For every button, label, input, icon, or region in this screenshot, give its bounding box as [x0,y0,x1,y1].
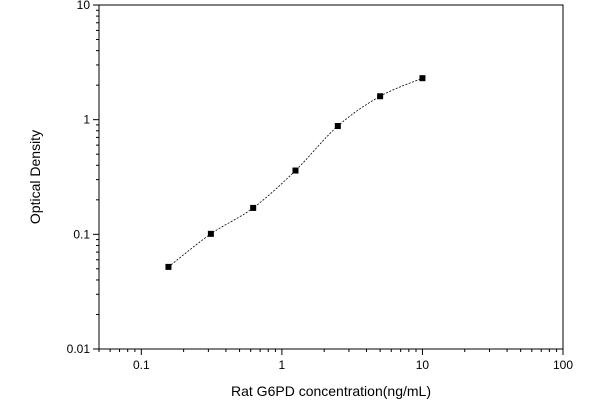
y-axis-ticks: 0.01 0.1 1 10 [67,0,99,356]
data-point [292,167,299,174]
data-points [165,75,426,270]
y-tick-label: 1 [83,113,90,127]
data-point [419,75,426,82]
x-tick-label: 1 [279,358,286,372]
y-tick-label: 0.01 [67,342,91,356]
x-axis-title: Rat G6PD concentration(ng/mL) [231,383,431,399]
y-axis-title: Optical Density [27,130,43,224]
data-point [334,123,341,130]
x-tick-label: 10 [416,358,430,372]
plot-frame [98,4,564,350]
y-tick-label: 0.1 [73,227,90,241]
data-point [250,204,257,211]
x-axis-ticks: 0.1 1 10 100 [98,349,573,372]
data-point [207,230,214,237]
data-point [377,93,384,100]
data-point [165,263,172,270]
y-tick-label: 10 [77,0,91,12]
x-tick-label: 0.1 [133,358,150,372]
x-tick-label: 100 [553,358,573,372]
plot-area-border [98,4,564,350]
